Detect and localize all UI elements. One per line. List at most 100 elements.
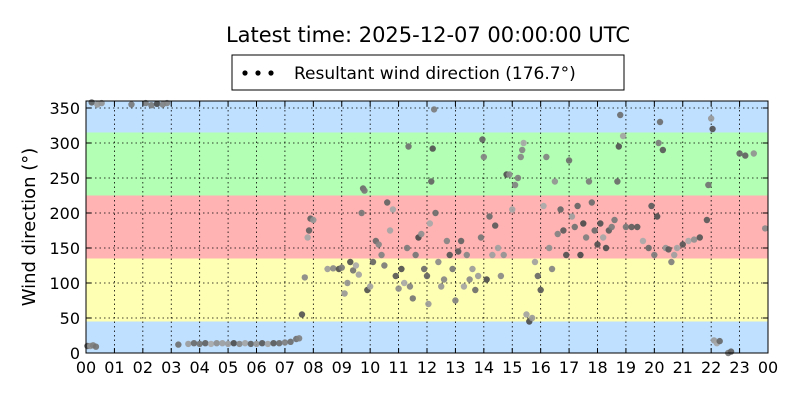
data-point — [742, 152, 749, 159]
data-points — [84, 99, 769, 357]
data-point — [518, 146, 526, 154]
data-point — [665, 246, 672, 253]
data-point — [517, 153, 524, 161]
x-tick-label: 03 — [161, 358, 181, 377]
data-point — [615, 143, 623, 150]
data-point — [457, 237, 465, 245]
data-point — [304, 234, 311, 241]
data-point — [568, 213, 576, 220]
data-point — [449, 265, 456, 273]
data-point — [500, 251, 507, 259]
x-tick-label: 09 — [332, 358, 352, 377]
data-point — [571, 223, 578, 231]
data-point — [597, 220, 604, 227]
data-point — [344, 279, 351, 287]
data-point — [690, 236, 698, 243]
y-tick-label: 200 — [49, 204, 80, 223]
x-tick-label: 13 — [445, 358, 465, 377]
data-point — [92, 343, 100, 350]
data-point — [727, 348, 735, 355]
data-point — [438, 283, 445, 290]
data-point — [534, 272, 542, 280]
data-point — [287, 338, 294, 345]
data-point — [622, 223, 630, 231]
chart-title: Latest time: 2025-12-07 00:00:00 UTC — [226, 23, 630, 47]
data-point — [582, 234, 590, 241]
data-point — [392, 272, 399, 280]
data-point — [736, 150, 743, 157]
data-point — [645, 244, 652, 252]
data-point — [707, 115, 715, 122]
data-point — [230, 340, 237, 347]
data-point — [472, 286, 479, 294]
data-point — [301, 274, 309, 281]
data-point — [591, 227, 598, 234]
x-axis-ticks: 00 01 02 03 04 05 06 07 08 09 10 11 12 13 14 15 16 17 18 19… — [76, 101, 778, 377]
x-tick-label: 05 — [218, 358, 238, 377]
data-point — [628, 223, 635, 231]
data-point — [88, 99, 95, 106]
data-point — [668, 258, 675, 266]
data-point — [655, 139, 662, 147]
data-point — [497, 272, 505, 280]
data-point — [611, 216, 618, 224]
x-tick-label: 14 — [474, 358, 494, 377]
x-tick-label: 15 — [502, 358, 522, 377]
data-point — [153, 100, 161, 108]
data-point — [425, 300, 432, 308]
data-point — [420, 265, 428, 273]
x-tick-label: 19 — [616, 358, 636, 377]
data-point — [466, 276, 473, 283]
y-tick-label: 0 — [70, 344, 80, 363]
data-point — [483, 276, 490, 283]
data-point — [489, 251, 496, 259]
x-tick-label: 04 — [189, 358, 209, 377]
x-tick-label: 12 — [417, 358, 437, 377]
data-point — [651, 251, 658, 259]
data-point — [430, 106, 438, 113]
data-point — [474, 272, 482, 280]
data-point — [298, 311, 306, 318]
data-point — [270, 340, 277, 347]
data-point — [634, 223, 641, 231]
data-point — [349, 267, 357, 274]
y-tick-label: 50 — [60, 309, 80, 328]
data-point — [358, 209, 365, 217]
data-point — [656, 118, 664, 126]
data-point — [310, 216, 317, 224]
data-point — [594, 241, 601, 248]
data-point — [435, 258, 442, 266]
data-point — [440, 276, 448, 283]
data-point — [452, 297, 459, 304]
data-point — [531, 258, 539, 266]
data-point — [545, 244, 553, 252]
data-point — [709, 125, 716, 133]
data-point — [551, 178, 559, 185]
legend-box — [231, 54, 625, 91]
legend-marker — [255, 70, 261, 76]
data-point — [557, 206, 564, 213]
data-point — [241, 340, 249, 347]
data-point — [190, 340, 198, 347]
data-point — [324, 265, 331, 273]
data-point — [423, 272, 431, 280]
data-point — [761, 225, 769, 232]
data-point — [426, 220, 434, 227]
data-point — [305, 227, 313, 234]
legend-marker — [268, 70, 274, 76]
x-tick-label: 00 — [758, 358, 778, 377]
data-point — [577, 251, 584, 259]
data-point — [384, 199, 391, 206]
data-point — [528, 314, 536, 322]
data-point — [381, 262, 388, 269]
x-tick-label: 08 — [303, 358, 323, 377]
data-point — [685, 237, 692, 245]
x-tick-label: 20 — [644, 358, 664, 377]
data-point — [480, 153, 488, 161]
data-point — [405, 143, 412, 150]
data-point — [543, 153, 550, 161]
data-point — [213, 340, 220, 347]
y-axis-label: Wind direction (°) — [19, 148, 40, 307]
data-point — [432, 209, 439, 217]
